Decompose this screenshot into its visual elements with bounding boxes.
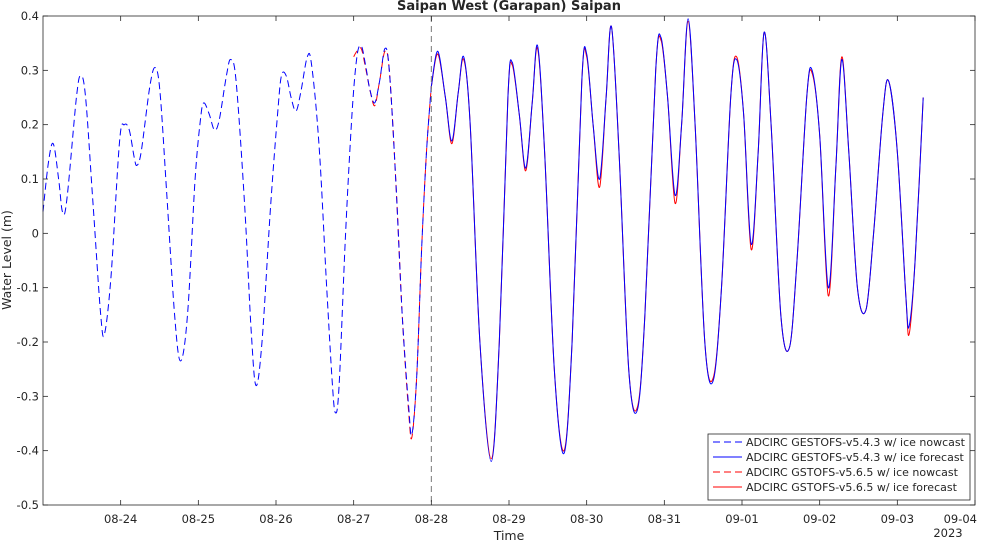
series-layer xyxy=(42,18,924,462)
legend-label-gstofs-forecast: ADCIRC GSTOFS-v5.6.5 w/ ice forecast xyxy=(746,481,958,494)
x-axis-label: Time xyxy=(493,528,525,541)
chart-title: Saipan West (Garapan) Saipan xyxy=(397,0,621,14)
y-tick-label: 0.3 xyxy=(21,63,39,77)
x-tick-label: 08-31 xyxy=(648,512,681,526)
y-tick-label: -0.1 xyxy=(17,281,39,295)
x-tick-label: 08-27 xyxy=(337,512,370,526)
x-tick-label: 08-25 xyxy=(182,512,215,526)
series-gestofs-nowcast-line xyxy=(42,44,432,437)
legend-label-gstofs-nowcast: ADCIRC GSTOFS-v5.6.5 w/ ice nowcast xyxy=(746,466,959,479)
y-tick-label: -0.3 xyxy=(17,389,39,403)
plot-background xyxy=(43,16,975,505)
x-axis-ticks: 08-24 08-25 08-26 08-27 08-28 08-29 08-30 08-31… xyxy=(104,16,977,526)
y-axis-ticks: -0.5 -0.4 -0.3 -0.2 -0.1 0 0.1 0.2 0.3 0.4 xyxy=(17,9,975,512)
y-tick-label: 0.1 xyxy=(21,172,39,186)
x-tick-label: 08-26 xyxy=(259,512,292,526)
x-tick-label: 08-29 xyxy=(492,512,525,526)
x-tick-label: 09-01 xyxy=(725,512,758,526)
x-tick-label: 08-24 xyxy=(104,512,137,526)
year-label: 2023 xyxy=(933,526,962,540)
y-tick-label: -0.5 xyxy=(17,498,39,512)
y-axis-label: Water Level (m) xyxy=(0,210,14,310)
y-tick-label: -0.2 xyxy=(17,335,39,349)
legend: ADCIRC GESTOFS-v5.4.3 w/ ice nowcast ADC… xyxy=(707,433,971,501)
x-tick-label: 08-30 xyxy=(570,512,603,526)
y-tick-label: 0 xyxy=(32,226,39,240)
x-tick-label: 09-03 xyxy=(881,512,914,526)
y-tick-label: 0.4 xyxy=(21,9,39,23)
legend-box xyxy=(707,433,971,501)
series-gestofs-forecast-line xyxy=(430,18,924,462)
y-tick-label: 0.2 xyxy=(21,118,39,132)
y-tick-label: -0.4 xyxy=(17,444,39,458)
legend-label-gestofs-forecast: ADCIRC GESTOFS-v5.4.3 w/ ice forecast xyxy=(746,451,965,464)
legend-label-gestofs-nowcast: ADCIRC GESTOFS-v5.4.3 w/ ice nowcast xyxy=(746,436,966,449)
x-tick-label: 09-02 xyxy=(803,512,836,526)
x-tick-label: 09-04 xyxy=(944,512,977,526)
x-tick-label: 08-28 xyxy=(415,512,448,526)
